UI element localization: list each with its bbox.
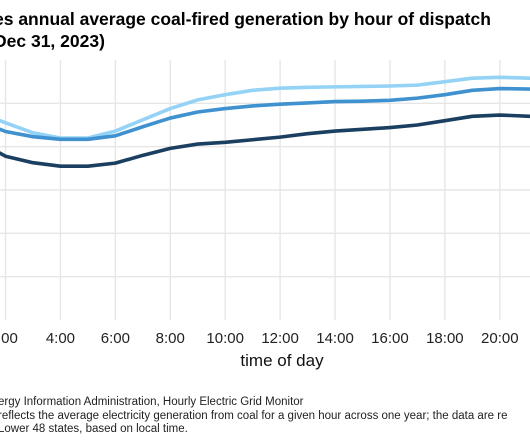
series-lines [0,75,530,168]
data-note: reflects the average electricity generat… [0,409,508,422]
title-line-1: es annual average coal-fired generation … [0,9,491,29]
x-tick-label-3: 8:00 [156,330,185,347]
x-tick-label-0: :00 [0,330,18,347]
grid [0,60,530,320]
series-line-1 [0,86,530,142]
series-line-2 [0,113,530,168]
line-chart: :00 4:00 6:00 8:00 10:00 12:00 14:00 16:00 18:00… [0,60,530,370]
x-axis-label: time of day [240,351,324,370]
x-tick-label-7: 16:00 [371,330,409,347]
x-tick-label-6: 14:00 [316,330,354,347]
x-tick-label-8: 18:00 [426,330,464,347]
chart-footer: ergy Information Administration, Hourly … [0,396,530,437]
source-note: ergy Information Administration, Hourly … [0,396,304,408]
x-tick-label-4: 10:00 [206,330,244,347]
x-tick-label-2: 6:00 [101,330,130,347]
chart-title: es annual average coal-fired generation … [0,8,530,52]
x-tick-label-9: 20:00 [481,330,519,347]
coverage-note: Lower 48 states, based on local time. [0,423,188,435]
series-line-0 [0,75,530,140]
x-tick-labels: :00 4:00 6:00 8:00 10:00 12:00 14:00 16:00 18:00… [0,330,519,347]
x-tick-label-5: 12:00 [261,330,299,347]
x-tick-label-1: 4:00 [46,330,75,347]
title-line-2: Dec 31, 2023) [0,31,105,51]
